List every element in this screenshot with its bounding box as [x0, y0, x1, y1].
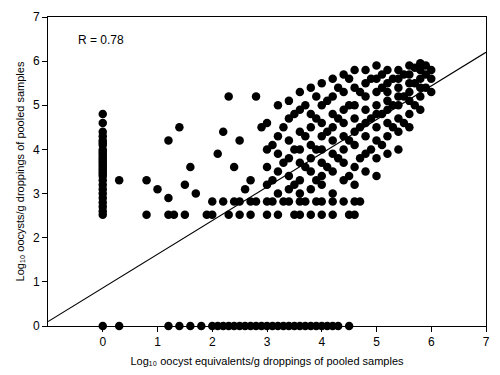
- svg-text:0: 0: [99, 335, 106, 349]
- svg-text:6: 6: [33, 54, 40, 68]
- svg-text:0: 0: [33, 319, 40, 333]
- svg-text:3: 3: [264, 335, 271, 349]
- svg-text:6: 6: [428, 335, 435, 349]
- svg-text:5: 5: [33, 98, 40, 112]
- svg-text:2: 2: [209, 335, 216, 349]
- svg-text:4: 4: [318, 335, 325, 349]
- svg-text:4: 4: [33, 143, 40, 157]
- svg-text:7: 7: [33, 10, 40, 24]
- svg-text:1: 1: [154, 335, 161, 349]
- svg-text:R = 0.78: R = 0.78: [78, 33, 124, 47]
- svg-text:2: 2: [33, 231, 40, 245]
- svg-text:1: 1: [33, 275, 40, 289]
- svg-text:5: 5: [373, 335, 380, 349]
- svg-text:3: 3: [33, 187, 40, 201]
- svg-text:Log₁₀ oocysts/g droppings of p: Log₁₀ oocysts/g droppings of pooled samp…: [14, 61, 26, 281]
- svg-text:7: 7: [483, 335, 490, 349]
- svg-text:Log₁₀ oocyst equivalents/g dro: Log₁₀ oocyst equivalents/g droppings of …: [130, 355, 404, 367]
